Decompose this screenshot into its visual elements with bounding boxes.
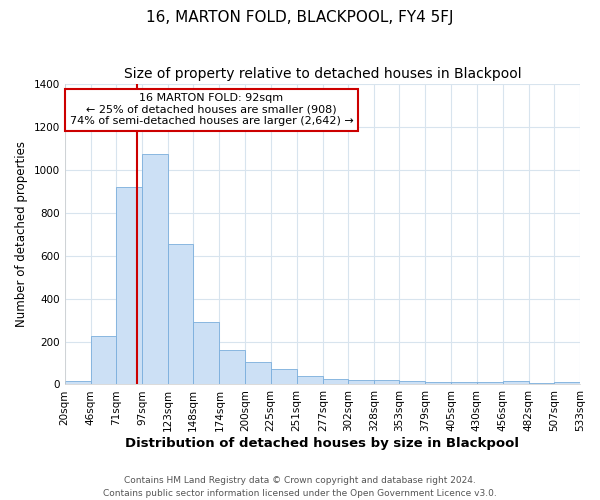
Bar bbox=[348, 380, 374, 384]
Text: 16, MARTON FOLD, BLACKPOOL, FY4 5FJ: 16, MARTON FOLD, BLACKPOOL, FY4 5FJ bbox=[146, 10, 454, 25]
Bar bbox=[554, 382, 580, 384]
Bar bbox=[271, 370, 297, 384]
Bar bbox=[374, 380, 399, 384]
Bar bbox=[142, 154, 168, 384]
Bar bbox=[116, 187, 142, 384]
Bar bbox=[245, 362, 271, 384]
Y-axis label: Number of detached properties: Number of detached properties bbox=[15, 142, 28, 328]
Bar bbox=[476, 382, 503, 384]
Title: Size of property relative to detached houses in Blackpool: Size of property relative to detached ho… bbox=[124, 68, 521, 82]
Bar bbox=[323, 379, 348, 384]
Bar bbox=[65, 381, 91, 384]
Bar bbox=[220, 350, 245, 384]
X-axis label: Distribution of detached houses by size in Blackpool: Distribution of detached houses by size … bbox=[125, 437, 520, 450]
Bar bbox=[425, 382, 451, 384]
Bar bbox=[91, 336, 116, 384]
Bar bbox=[297, 376, 323, 384]
Bar bbox=[168, 244, 193, 384]
Bar bbox=[399, 381, 425, 384]
Bar bbox=[193, 322, 220, 384]
Text: 16 MARTON FOLD: 92sqm
← 25% of detached houses are smaller (908)
74% of semi-det: 16 MARTON FOLD: 92sqm ← 25% of detached … bbox=[70, 93, 353, 126]
Text: Contains HM Land Registry data © Crown copyright and database right 2024.
Contai: Contains HM Land Registry data © Crown c… bbox=[103, 476, 497, 498]
Bar bbox=[451, 382, 476, 384]
Bar bbox=[503, 381, 529, 384]
